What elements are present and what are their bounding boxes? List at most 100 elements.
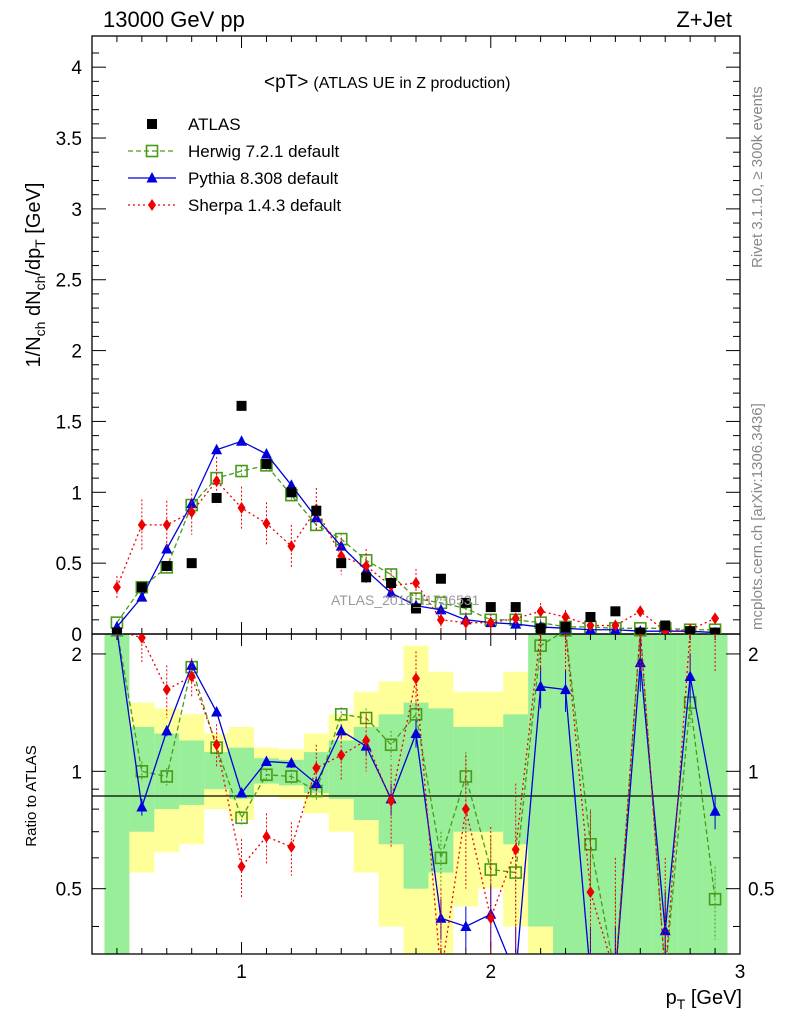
atlas-point bbox=[361, 572, 372, 583]
atlas-point bbox=[560, 621, 571, 632]
atlas-point bbox=[435, 573, 446, 584]
sherpa-ratio-point bbox=[287, 840, 296, 853]
sherpa-ratio-point bbox=[486, 912, 495, 925]
sherpa-ratio-point bbox=[638, 634, 642, 637]
sherpa-ratio-point bbox=[387, 794, 396, 807]
legend-label-sherpa: Sherpa 1.4.3 default bbox=[188, 196, 341, 215]
sherpa-point bbox=[237, 501, 246, 514]
pythia-ratio-point bbox=[161, 724, 173, 736]
process-label: Z+Jet bbox=[676, 7, 732, 32]
atlas-point bbox=[411, 603, 421, 614]
sherpa-ratio-point bbox=[688, 634, 692, 637]
pythia-ratio-point bbox=[310, 777, 322, 789]
pythia-point bbox=[161, 542, 173, 554]
herwig-ratio-point bbox=[235, 811, 248, 825]
sherpa-point bbox=[137, 518, 146, 531]
sherpa-point bbox=[711, 612, 720, 625]
herwig-ratio-point bbox=[160, 770, 174, 783]
atlas-point bbox=[161, 560, 172, 571]
sherpa-ratio-point bbox=[437, 969, 445, 981]
herwig-ratio-point bbox=[509, 866, 522, 879]
atlas-point bbox=[460, 597, 471, 608]
atlas-point bbox=[261, 458, 272, 469]
pythia-point bbox=[236, 435, 248, 446]
legend-marker-herwig bbox=[145, 144, 159, 158]
atlas-point bbox=[336, 558, 347, 569]
legend: ATLAS Herwig 7.2.1 default Pythia 8.308 de… bbox=[128, 115, 341, 215]
atlas-point bbox=[535, 623, 546, 634]
herwig-ratio-point bbox=[584, 837, 597, 851]
atlas-point bbox=[710, 627, 721, 634]
ratio-tick-label-left: 1 bbox=[71, 762, 82, 783]
y-tick-label: 0 bbox=[71, 625, 82, 646]
atlas-point bbox=[186, 558, 197, 569]
ratio-tick-label-right: 1 bbox=[748, 762, 759, 783]
legend-marker-sherpa bbox=[148, 199, 156, 211]
pythia-ratio-point bbox=[684, 670, 696, 682]
herwig-ratio-point bbox=[708, 892, 722, 906]
energy-label: 13000 GeV pp bbox=[103, 7, 245, 32]
axis-tick-labels: 1 2 3 0 0.5 1 1.5 2 2.5 3 3.5 4 0.5 0.5 1 1 2 2 bbox=[56, 58, 775, 983]
main-plot-series bbox=[110, 400, 722, 634]
sherpa-ratio-point bbox=[539, 634, 543, 637]
band-green bbox=[702, 634, 728, 954]
herwig-ratio-point bbox=[660, 970, 671, 981]
legend-marker-pythia bbox=[146, 172, 158, 183]
ratio-tick-label-right: 2 bbox=[748, 645, 759, 666]
atlas-point bbox=[386, 577, 397, 588]
sherpa-point bbox=[162, 518, 171, 531]
x-tick-label: 3 bbox=[735, 962, 746, 983]
herwig-ratio-point bbox=[384, 738, 398, 752]
sherpa-point bbox=[112, 581, 121, 594]
atlas-point bbox=[660, 620, 671, 631]
sherpa-ratio-point bbox=[713, 634, 717, 637]
sherpa-point bbox=[561, 610, 570, 623]
pythia-ratio-point bbox=[136, 801, 148, 812]
plot-title: <pT> (ATLAS UE in Z production) bbox=[264, 72, 510, 93]
sherpa-ratio-point bbox=[312, 761, 321, 774]
sherpa-ratio-point bbox=[337, 749, 346, 762]
sherpa-ratio-point bbox=[511, 843, 520, 856]
ratio-plot-series bbox=[110, 634, 722, 981]
atlas-point bbox=[111, 627, 122, 634]
sherpa-point bbox=[412, 576, 420, 589]
sherpa-point bbox=[187, 506, 196, 519]
pythia-ratio-point bbox=[335, 724, 347, 736]
sherpa-ratio-point bbox=[461, 803, 470, 816]
pythia-ratio-point bbox=[285, 757, 297, 768]
sherpa-point bbox=[586, 619, 595, 632]
plot-title-main: <pT> bbox=[264, 72, 308, 93]
pythia-ratio-point bbox=[610, 969, 621, 980]
legend-label-pythia: Pythia 8.308 default bbox=[188, 169, 339, 188]
ratio-tick-label-left: 2 bbox=[71, 645, 82, 666]
sherpa-point bbox=[511, 612, 520, 625]
herwig-point bbox=[235, 464, 248, 478]
pythia-point bbox=[211, 443, 223, 455]
x-axis-label: pT [GeV] bbox=[666, 987, 742, 1012]
herwig-ratio-point bbox=[534, 639, 547, 652]
rivet-version-label: Rivet 3.1.10, ≥ 300k events bbox=[749, 86, 766, 268]
atlas-point bbox=[585, 611, 596, 622]
sherpa-point bbox=[436, 613, 445, 626]
pythia-ratio-point bbox=[560, 683, 572, 695]
sherpa-point bbox=[287, 540, 296, 553]
y-tick-label: 1 bbox=[71, 483, 82, 504]
sherpa-ratio-point bbox=[212, 738, 221, 751]
pythia-point bbox=[285, 479, 297, 490]
pythia-ratio-point bbox=[460, 920, 472, 931]
pythia-ratio-point bbox=[260, 755, 272, 766]
pythia-ratio-point bbox=[535, 680, 547, 692]
sherpa-ratio-point bbox=[412, 672, 420, 685]
pythia-ratio-point bbox=[236, 786, 248, 798]
atlas-point bbox=[510, 602, 521, 613]
sherpa-point bbox=[536, 605, 545, 618]
sherpa-point bbox=[636, 605, 645, 618]
atlas-point bbox=[236, 400, 247, 411]
atlas-point bbox=[485, 602, 496, 613]
herwig-ratio-point bbox=[260, 768, 273, 782]
sherpa-ratio-point bbox=[162, 683, 171, 696]
x-tick-label: 2 bbox=[485, 962, 496, 983]
mcplots-label: mcplots.cern.ch [arXiv:1306.3436] bbox=[749, 403, 766, 630]
band-green bbox=[602, 634, 628, 954]
